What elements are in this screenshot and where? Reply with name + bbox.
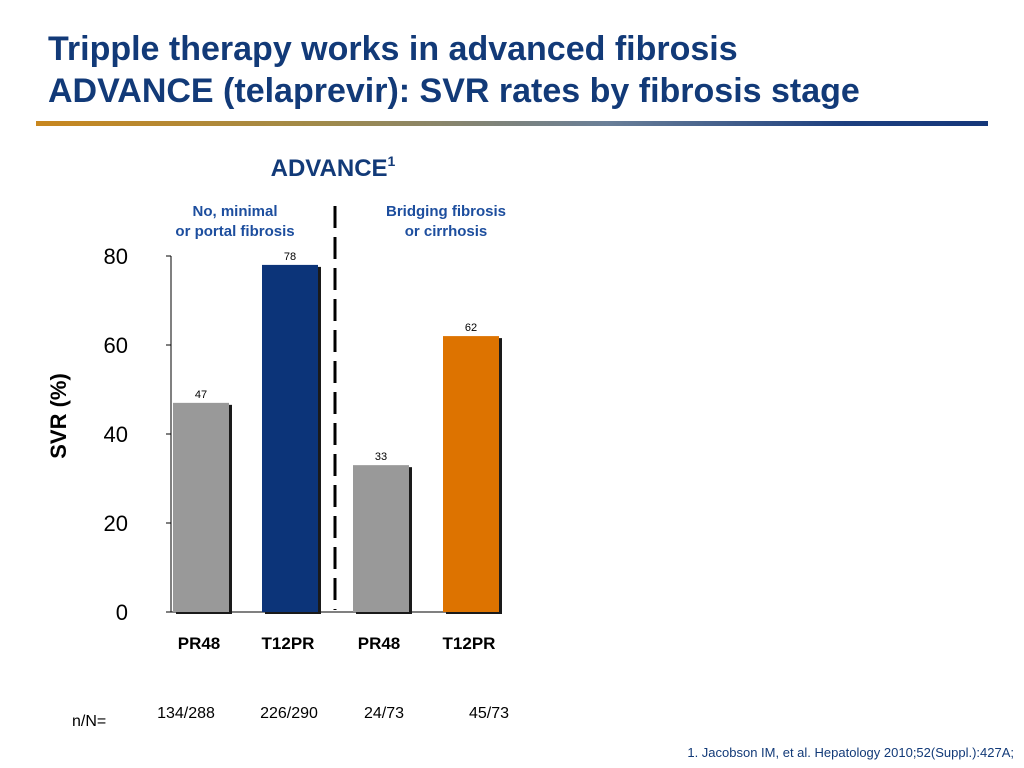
- bar-value-label: 33: [375, 451, 387, 463]
- y-tick-label: 20: [104, 511, 128, 536]
- slide-title: Tripple therapy works in advanced fibros…: [48, 28, 860, 112]
- y-tick-label: 40: [104, 422, 128, 447]
- y-tick-label: 0: [116, 600, 128, 625]
- chart-title: ADVANCE1: [271, 153, 396, 182]
- title-divider: [36, 121, 988, 126]
- y-ticks: 0 20 40 60 80: [104, 244, 171, 625]
- y-axis-label: SVR (%): [46, 373, 71, 459]
- y-tick-label: 80: [104, 244, 128, 269]
- category-label: T12PR: [262, 634, 315, 653]
- category-label: T12PR: [443, 634, 496, 653]
- bar-value-label: 62: [465, 322, 477, 334]
- n-values: 134/288 226/290 24/73 45/73: [157, 705, 509, 722]
- category-label: PR48: [358, 634, 401, 653]
- slide-title-line-2: ADVANCE (telaprevir): SVR rates by fibro…: [48, 72, 860, 110]
- chart-title-text: ADVANCE: [271, 155, 388, 182]
- group-label-2-line-1: Bridging fibrosis: [386, 203, 506, 220]
- group-label-1-line-1: No, minimal: [192, 203, 277, 220]
- bar-value-label: 47: [195, 389, 207, 401]
- footnote: 1. Jacobson IM, et al. Hepatology 2010;5…: [687, 745, 1014, 760]
- bar: [173, 402, 229, 612]
- n-value: 226/290: [260, 705, 318, 722]
- n-value: 134/288: [157, 705, 215, 722]
- category-label: PR48: [178, 634, 221, 653]
- n-label: n/N=: [72, 713, 106, 730]
- slide-title-line-1: Tripple therapy works in advanced fibros…: [48, 30, 738, 68]
- group-label-2-line-2: or cirrhosis: [405, 223, 488, 240]
- bar: [443, 336, 499, 612]
- chart-title-superscript: 1: [388, 153, 396, 169]
- n-value: 45/73: [469, 705, 509, 722]
- bar: [353, 465, 409, 612]
- bars: 47 PR48 78 T12PR 33 PR48 62 T12PR: [173, 251, 502, 653]
- n-value: 24/73: [364, 705, 404, 722]
- bar: [262, 264, 318, 612]
- y-tick-label: 60: [104, 333, 128, 358]
- bar-value-label: 78: [284, 251, 296, 263]
- group-label-1-line-2: or portal fibrosis: [175, 223, 294, 240]
